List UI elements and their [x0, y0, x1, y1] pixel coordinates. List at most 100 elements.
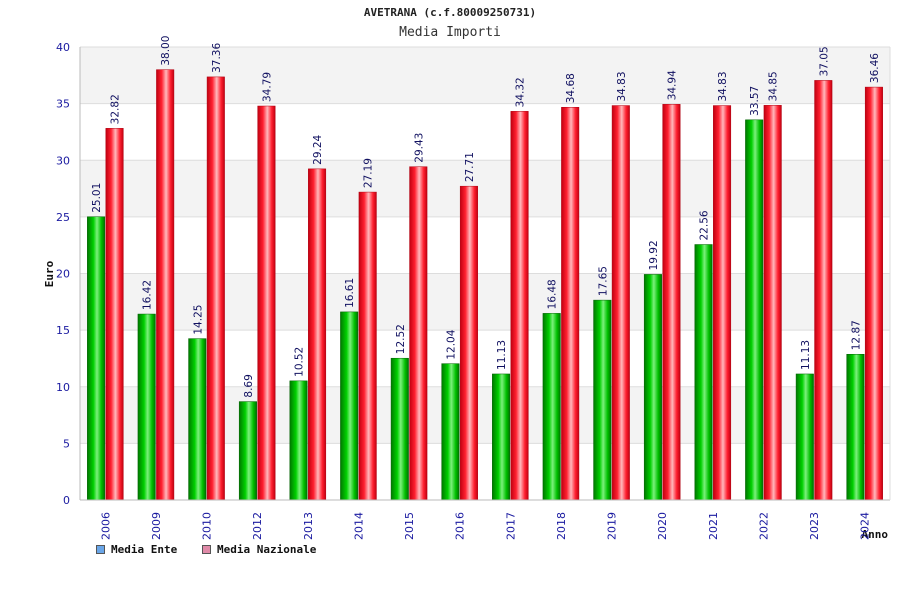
data-label: 16.61: [344, 278, 356, 308]
legend-label-media-ente: Media Ente: [111, 543, 178, 556]
data-label: 16.48: [547, 279, 559, 309]
data-label: 12.87: [850, 320, 862, 350]
y-axis-label: Euro: [43, 260, 56, 287]
data-label: 25.01: [91, 183, 103, 213]
legend-swatch-media-ente: [96, 545, 105, 554]
bar-media-ente: [593, 299, 612, 501]
bar-media-nazionale: [561, 106, 580, 501]
bar-media-ente: [390, 357, 409, 501]
x-tick-label: 2017: [504, 512, 517, 540]
bar-media-nazionale: [814, 80, 833, 501]
data-label: 32.82: [110, 94, 122, 124]
bar-media-nazionale: [308, 168, 327, 501]
data-label: 17.65: [597, 266, 609, 296]
chart-subtitle: Media Importi: [399, 25, 501, 40]
data-label: 10.52: [294, 347, 306, 377]
data-label: 22.56: [699, 210, 711, 240]
x-axis-label: Anno: [862, 528, 889, 541]
data-label: 16.42: [142, 280, 154, 310]
bar-media-nazionale: [206, 76, 225, 501]
data-label: 27.71: [464, 152, 476, 182]
data-label: 27.19: [363, 158, 375, 188]
x-tick-label: 2012: [251, 512, 264, 540]
bar-media-ente: [188, 338, 207, 501]
y-tick-label: 35: [56, 98, 70, 111]
data-label: 34.79: [261, 72, 273, 102]
bar-media-ente: [137, 313, 156, 501]
bar-media-ente: [795, 373, 814, 501]
bar-media-ente: [289, 380, 308, 501]
bar-media-ente: [745, 119, 764, 501]
bar-media-nazionale: [459, 185, 478, 501]
data-label: 12.52: [395, 324, 407, 354]
bar-media-ente: [87, 216, 106, 501]
data-label: 11.13: [800, 340, 812, 370]
data-label: 36.46: [869, 53, 881, 83]
y-tick-label: 20: [56, 268, 70, 281]
bar-media-ente: [441, 363, 460, 501]
y-tick-label: 0: [63, 494, 70, 507]
data-label: 14.25: [192, 305, 204, 335]
x-tick-label: 2009: [150, 512, 163, 540]
bar-media-nazionale: [156, 69, 175, 501]
bar-media-ente: [238, 401, 257, 501]
y-tick-label: 5: [63, 437, 70, 450]
x-tick-label: 2014: [352, 512, 365, 540]
bar-media-ente: [542, 313, 561, 501]
legend-item-media-ente: Media Ente: [96, 543, 177, 556]
x-tick-label: 2016: [454, 512, 467, 540]
bar-media-ente: [643, 274, 662, 501]
bar-media-nazionale: [257, 105, 276, 501]
x-tick-label: 2022: [757, 512, 770, 540]
y-tick-label: 15: [56, 324, 70, 337]
x-tick-label: 2023: [808, 512, 821, 540]
bar-media-nazionale: [611, 105, 630, 501]
y-tick-label: 40: [56, 41, 70, 54]
legend-label-media-nazionale: Media Nazionale: [217, 543, 317, 556]
data-label: 8.69: [243, 374, 255, 397]
data-label: 37.36: [211, 43, 223, 73]
data-label: 34.83: [616, 71, 628, 101]
bar-media-nazionale: [510, 111, 529, 501]
chart-title: AVETRANA (c.f.80009250731): [363, 6, 537, 19]
bar-media-nazionale: [409, 166, 428, 501]
bar-media-ente: [694, 244, 713, 501]
x-tick-label: 2024: [859, 512, 872, 540]
bar-media-nazionale: [662, 104, 681, 501]
x-tick-label: 2013: [302, 512, 315, 540]
data-label: 38.00: [160, 36, 172, 66]
x-tick-label: 2021: [707, 512, 720, 540]
bar-media-ente: [492, 373, 511, 501]
data-label: 12.04: [445, 329, 457, 359]
x-tick-label: 2015: [403, 512, 416, 540]
data-label: 34.68: [565, 73, 577, 103]
data-label: 11.13: [496, 340, 508, 370]
x-tick-label: 2018: [555, 512, 568, 540]
bar-media-nazionale: [358, 191, 377, 501]
data-label: 19.92: [648, 240, 660, 270]
bar-media-ente: [340, 311, 359, 501]
data-label: 34.32: [515, 77, 527, 107]
x-tick-label: 2006: [99, 512, 112, 540]
x-tick-label: 2020: [656, 512, 669, 540]
data-label: 29.24: [312, 134, 324, 164]
y-tick-label: 25: [56, 211, 70, 224]
data-label: 37.05: [818, 46, 830, 76]
data-label: 34.85: [768, 71, 780, 101]
x-tick-label: 2019: [606, 512, 619, 540]
y-tick-label: 30: [56, 154, 70, 167]
x-tick-label: 2010: [201, 512, 214, 540]
y-tick-label: 10: [56, 381, 70, 394]
legend-swatch-media-nazionale: [202, 545, 211, 554]
data-label: 34.83: [717, 71, 729, 101]
data-label: 34.94: [666, 70, 678, 100]
data-label: 29.43: [413, 133, 425, 163]
bar-media-nazionale: [105, 128, 124, 501]
legend-item-media-nazionale: Media Nazionale: [202, 543, 316, 556]
bar-media-ente: [846, 353, 865, 501]
bar-media-nazionale: [763, 105, 782, 501]
data-label: 33.57: [749, 86, 761, 116]
bar-media-nazionale: [864, 86, 883, 501]
